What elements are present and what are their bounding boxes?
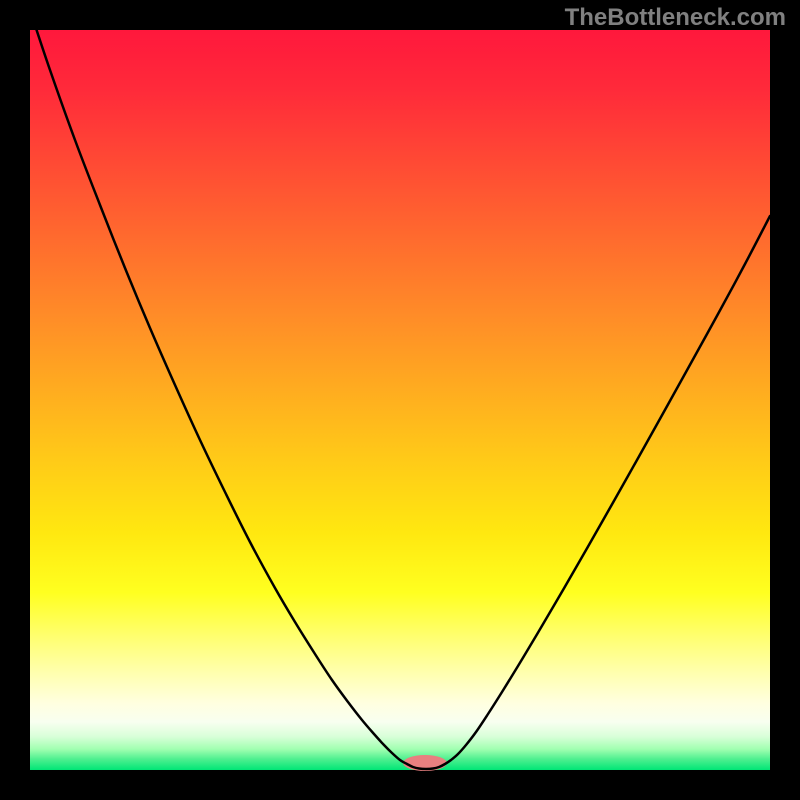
watermark-text: TheBottleneck.com (565, 4, 786, 32)
chart-svg (0, 0, 800, 800)
plot-background (30, 30, 770, 770)
chart-container: TheBottleneck.com (0, 0, 800, 800)
